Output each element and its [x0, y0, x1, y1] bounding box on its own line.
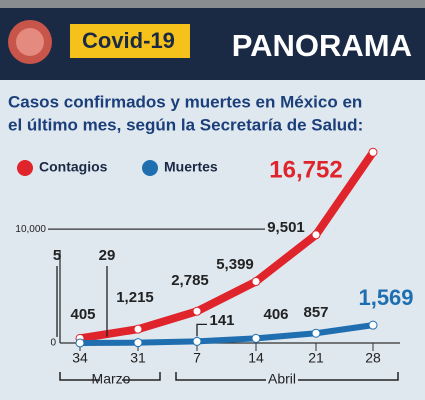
value-label: 1,215: [116, 289, 154, 306]
infographic: Covid-19 PANORAMA Casos confirmados y mu…: [0, 0, 425, 400]
point: [134, 339, 142, 347]
point: [252, 278, 260, 286]
legend-label: Muertes: [164, 159, 218, 175]
header-title: PANORAMA: [232, 28, 412, 63]
value-label: 857: [303, 304, 328, 321]
point: [369, 148, 377, 156]
point: [312, 231, 320, 239]
legend-marker: [17, 160, 33, 176]
leader-line: [197, 324, 207, 336]
point: [193, 307, 201, 315]
top-bar: [0, 0, 425, 8]
x-tick-label: 28: [365, 350, 381, 366]
value-label: 1,569: [358, 285, 413, 310]
point: [252, 334, 260, 342]
value-label: 2,785: [171, 272, 209, 289]
legend-marker: [142, 160, 158, 176]
value-label: 141: [209, 312, 234, 329]
y-tick-label: 10,000: [15, 224, 46, 235]
value-label: 5,399: [216, 256, 254, 273]
point: [76, 339, 84, 347]
value-label: 16,752: [269, 156, 342, 183]
subtitle: el último mes, según la Secretaría de Sa…: [8, 115, 363, 134]
x-tick-label: 21: [308, 350, 324, 366]
value-label: 405: [70, 306, 95, 323]
point: [369, 321, 377, 329]
legend-label: Contagios: [39, 159, 108, 175]
value-label: 406: [263, 306, 288, 323]
month-label: Abril: [268, 371, 296, 387]
badge: Covid-19: [82, 28, 175, 53]
point: [193, 337, 201, 345]
x-tick-label: 7: [193, 350, 201, 366]
x-tick-label: 34: [72, 350, 88, 366]
point: [312, 329, 320, 337]
value-label: 9,501: [267, 219, 305, 236]
virus-icon-core: [16, 28, 44, 56]
subtitle: Casos confirmados y muertes en México en: [8, 92, 362, 111]
value-label: 29: [99, 247, 116, 264]
month-label: Marzo: [92, 371, 131, 387]
y-tick-label: 0: [50, 338, 56, 349]
point: [134, 325, 142, 333]
x-tick-label: 14: [248, 350, 264, 366]
value-label: 5: [53, 247, 61, 264]
chart: Covid-19 PANORAMA Casos confirmados y mu…: [0, 0, 425, 400]
x-tick-label: 31: [130, 350, 146, 366]
